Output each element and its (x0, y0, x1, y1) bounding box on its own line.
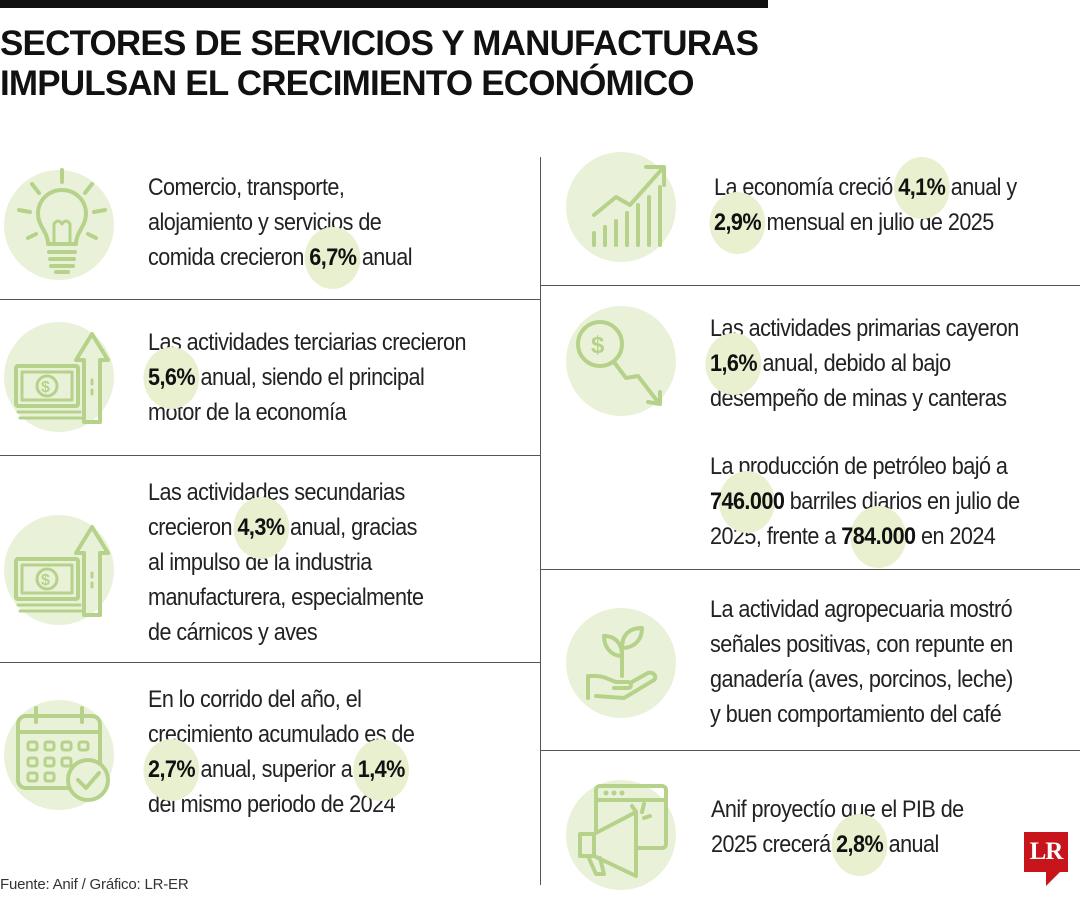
text-line: y buen comportamiento del café (710, 697, 1013, 732)
icon-circle (566, 152, 676, 262)
text-segment: mensual en julio de 2025 (761, 209, 995, 236)
calendar-check-icon (16, 706, 110, 802)
text-line: crecieron 4,3% anual, gracias (148, 510, 423, 545)
highlight-figure: 784.000 (841, 523, 916, 550)
text-line: 746.000 barriles diarios en julio de (710, 484, 1020, 519)
highlight-figure: 6,7% (309, 244, 357, 271)
svg-text:$: $ (41, 572, 50, 589)
highlight-figure: 4,3% (237, 514, 285, 541)
row-divider (540, 569, 1080, 570)
text-segment: desempeño de minas y canteras (710, 385, 1007, 412)
text-segment: Las actividades terciarias crecieron (148, 329, 466, 356)
text-line: manufacturera, especialmente (148, 580, 424, 615)
text-segment: Anif proyectío que el PIB de (711, 796, 964, 823)
money-arrow-up-icon: $ (14, 332, 110, 424)
text-line: La actividad agropecuaria mostró (710, 592, 1013, 627)
lr-logo-tail (1046, 872, 1060, 886)
page-title: SECTORES DE SERVICIOS Y MANUFACTURAS IMP… (0, 24, 1000, 104)
text-segment: en 2024 (915, 523, 996, 550)
text-line: motor de la economía (148, 395, 466, 430)
text-segment: Las actividades primarias cayeron (710, 315, 1019, 342)
text-line: En lo corrido del año, el (148, 682, 414, 717)
dollar-down-arrow-icon: $ (576, 320, 662, 406)
growth-chart-icon (592, 165, 666, 247)
text-block-economia: La economía creció 4,1% anual y 2,9% mens… (714, 170, 1017, 240)
column-divider (540, 157, 541, 885)
text-block-terciarias: Las actividades terciarias crecieron 5,6%… (148, 325, 466, 430)
text-block-acumulado: En lo corrido del año, el crecimiento acu… (148, 682, 415, 822)
text-segment: barriles diarios en julio de (784, 488, 1020, 515)
text-line: 2,9% mensual en julio de 2025 (714, 205, 1017, 240)
text-segment: anual y (945, 174, 1017, 201)
row-divider (540, 285, 1080, 286)
text-segment: del mismo periodo de 2024 (148, 791, 396, 818)
text-segment: anual, debido al bajo (757, 350, 952, 377)
text-block-agropecuaria: La actividad agropecuaria mostró señales … (710, 592, 1013, 732)
highlight-figure: 1,4% (357, 756, 406, 783)
text-block-anif: Anif proyectío que el PIB de 2025 crecerá… (711, 792, 964, 862)
svg-text:$: $ (591, 332, 605, 359)
row-divider (540, 750, 1080, 751)
text-line: señales positivas, con repunte en (710, 627, 1013, 662)
top-bar (0, 0, 768, 8)
text-segment: anual (883, 831, 940, 858)
text-block-primarias: Las actividades primarias cayeron 1,6% an… (710, 311, 1019, 416)
highlight-figure: 1,6% (710, 350, 758, 377)
highlight-figure: 2,8% (836, 831, 884, 858)
title-line-2: IMPULSAN EL CRECIMIENTO ECONÓMICO (0, 64, 695, 103)
text-segment: y buen comportamiento del café (710, 701, 1002, 728)
text-line: comida crecieron 6,7% anual (148, 240, 413, 275)
money-arrow-up-icon: $ (14, 525, 110, 617)
text-line: Comercio, transporte, (148, 170, 412, 205)
row-divider (0, 299, 540, 300)
text-segment: anual, superior a (195, 756, 358, 783)
text-segment: de cárnicos y aves (148, 619, 318, 646)
text-segment: crecieron (148, 514, 238, 541)
row-divider (0, 662, 540, 663)
source-note: Fuente: Anif / Gráfico: LR-ER (0, 876, 189, 893)
highlight-figure: 2,7% (148, 756, 196, 783)
text-segment: 2025 crecerá (711, 831, 837, 858)
megaphone-icon (578, 784, 668, 878)
highlight-figure: 2,9% (714, 209, 762, 236)
lr-logo: LR (1024, 832, 1068, 872)
text-segment: La actividad agropecuaria mostró (710, 596, 1013, 623)
text-segment: anual (356, 244, 413, 271)
text-line: al impulso de la industria (148, 545, 423, 580)
text-line: 1,6% anual, debido al bajo (710, 346, 1019, 381)
highlight-figure: 4,1% (898, 174, 946, 201)
svg-text:$: $ (41, 379, 50, 396)
text-line: 2,7% anual, superior a 1,4% (148, 752, 414, 787)
text-line: del mismo periodo de 2024 (148, 787, 414, 822)
text-segment: anual, gracias (284, 514, 417, 541)
text-segment: En lo corrido del año, el (148, 686, 362, 713)
text-segment: ganadería (aves, porcinos, leche) (710, 666, 1013, 693)
text-line: ganadería (aves, porcinos, leche) (710, 662, 1013, 697)
text-line: alojamiento y servicios de (148, 205, 412, 240)
text-line: de cárnicos y aves (148, 615, 423, 650)
text-segment: manufacturera, especialmente (148, 584, 424, 611)
text-segment: señales positivas, con repunte en (710, 631, 1013, 658)
text-block-secundarias: Las actividades secundarias crecieron 4,3… (148, 475, 424, 650)
text-line: Anif proyectío que el PIB de (711, 792, 964, 827)
text-line: 5,6% anual, siendo el principal (148, 360, 466, 395)
text-segment: anual, siendo el principal (195, 364, 425, 391)
text-block-comercio: Comercio, transporte, alojamiento y servi… (148, 170, 413, 275)
plant-hand-icon (586, 626, 658, 700)
text-block-petroleo: La producción de petróleo bajó a 746.000 … (710, 449, 1020, 554)
highlight-figure: 5,6% (148, 364, 196, 391)
title-line-1: SECTORES DE SERVICIOS Y MANUFACTURAS (0, 24, 759, 63)
text-line: La economía creció 4,1% anual y (714, 170, 1017, 205)
text-line: Las actividades primarias cayeron (710, 311, 1019, 346)
text-line: 2025 crecerá 2,8% anual (711, 827, 964, 862)
text-line: Las actividades secundarias (148, 475, 423, 510)
lightbulb-icon (17, 168, 107, 274)
row-divider (0, 455, 540, 456)
text-segment: Comercio, transporte, (148, 174, 345, 201)
text-segment: comida crecieron (148, 244, 310, 271)
text-line: desempeño de minas y canteras (710, 381, 1019, 416)
text-line: Las actividades terciarias crecieron (148, 325, 466, 360)
highlight-figure: 746.000 (710, 488, 785, 515)
